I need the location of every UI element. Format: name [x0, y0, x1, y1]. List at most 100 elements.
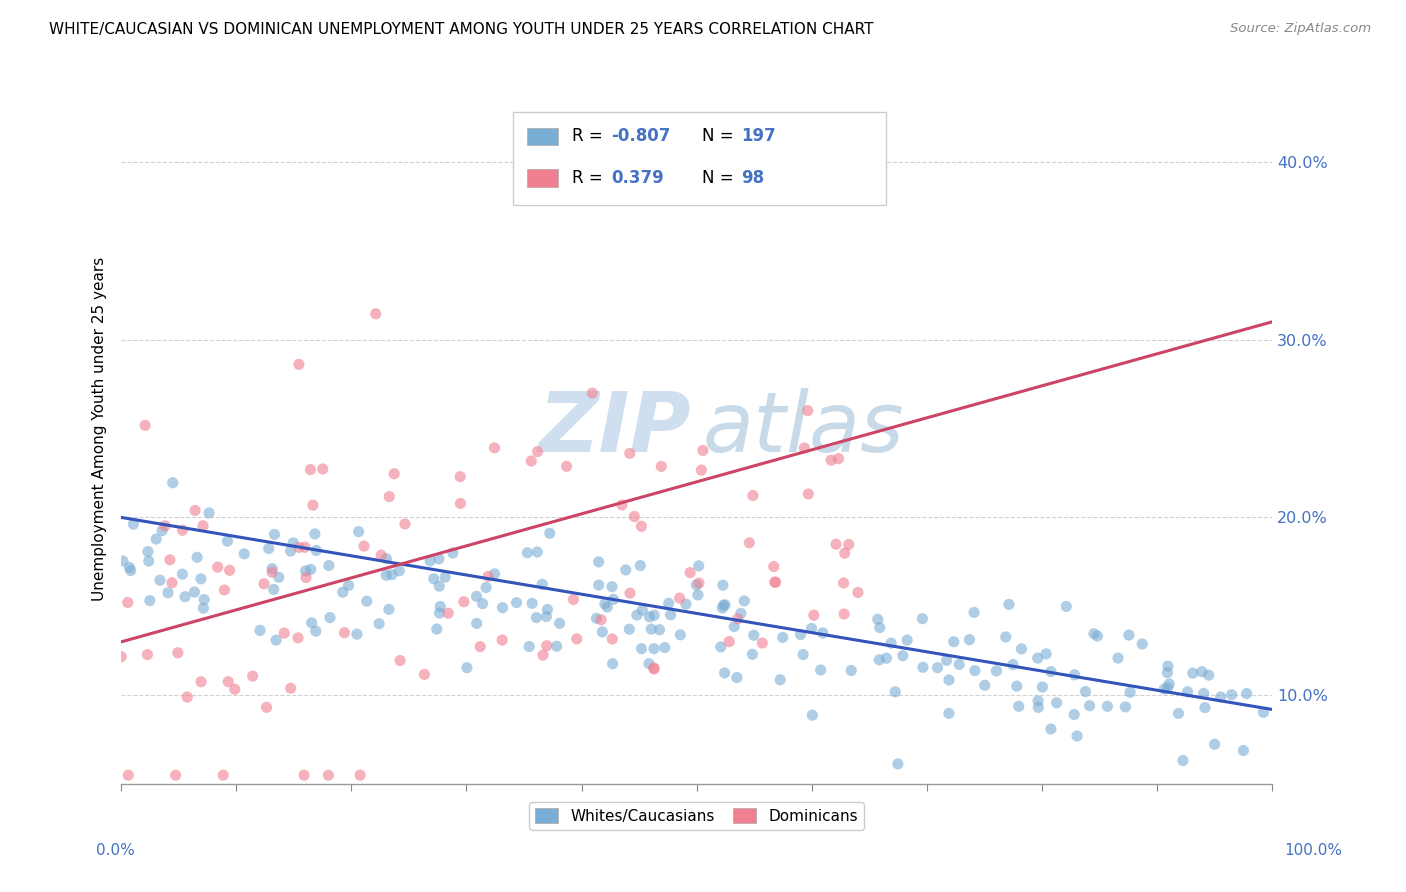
Point	[139, 593, 162, 607]
Point	[217, 674, 239, 689]
Point	[538, 526, 561, 541]
Point	[963, 664, 986, 678]
Point	[294, 564, 316, 578]
Point	[911, 612, 934, 626]
Point	[419, 554, 441, 568]
Point	[643, 662, 665, 676]
Point	[426, 622, 449, 636]
Point	[117, 595, 139, 609]
Point	[630, 519, 652, 533]
Point	[727, 612, 749, 626]
Point	[1001, 657, 1024, 672]
Point	[160, 575, 183, 590]
Point	[318, 558, 340, 573]
Point	[536, 639, 558, 653]
Point	[846, 585, 869, 599]
Point	[619, 622, 641, 636]
Point	[725, 671, 748, 685]
Point	[304, 527, 326, 541]
Point	[927, 660, 949, 674]
Point	[942, 634, 965, 648]
Point	[294, 540, 316, 554]
Point	[218, 563, 240, 577]
Point	[714, 598, 737, 612]
Point	[1191, 665, 1213, 679]
Point	[588, 555, 610, 569]
Point	[959, 632, 981, 647]
Point	[675, 597, 697, 611]
Point	[262, 561, 284, 575]
Point	[136, 648, 159, 662]
Point	[688, 576, 710, 591]
Text: 0.0%: 0.0%	[96, 843, 135, 857]
Point	[1159, 677, 1181, 691]
Point	[505, 596, 527, 610]
Point	[1209, 690, 1232, 704]
Text: 0.379: 0.379	[612, 169, 665, 187]
Point	[413, 667, 436, 681]
Point	[1054, 599, 1077, 614]
Point	[260, 565, 283, 579]
Point	[381, 567, 404, 582]
Point	[288, 357, 311, 371]
Point	[1220, 688, 1243, 702]
Point	[555, 459, 578, 474]
Point	[382, 467, 405, 481]
Point	[1026, 700, 1049, 714]
Point	[638, 610, 661, 624]
Point	[1253, 706, 1275, 720]
Point	[548, 616, 571, 631]
Point	[772, 631, 794, 645]
Point	[742, 628, 765, 642]
Point	[718, 634, 741, 648]
Point	[263, 582, 285, 597]
Point	[198, 506, 221, 520]
Point	[614, 563, 637, 577]
Legend: Whites/Caucasians, Dominicans: Whites/Caucasians, Dominicans	[529, 802, 865, 830]
Point	[526, 610, 548, 624]
Point	[441, 546, 464, 560]
Point	[1198, 668, 1220, 682]
Point	[484, 566, 506, 581]
Point	[1171, 754, 1194, 768]
Point	[233, 547, 256, 561]
Point	[1063, 707, 1085, 722]
Point	[449, 496, 471, 510]
Point	[110, 649, 132, 664]
Point	[145, 532, 167, 546]
Point	[998, 598, 1021, 612]
Point	[273, 626, 295, 640]
Point	[356, 594, 378, 608]
Point	[738, 536, 761, 550]
Point	[526, 444, 548, 458]
Text: R =: R =	[572, 169, 609, 187]
Point	[546, 639, 568, 653]
Text: R =: R =	[572, 128, 609, 145]
Point	[591, 613, 613, 627]
Point	[305, 624, 328, 639]
Point	[122, 517, 145, 532]
Point	[434, 570, 457, 584]
Point	[1005, 679, 1028, 693]
Point	[319, 610, 342, 624]
Text: N =: N =	[702, 128, 738, 145]
Point	[602, 657, 624, 671]
Point	[1232, 743, 1254, 757]
Point	[423, 572, 446, 586]
Point	[711, 578, 734, 592]
Point	[710, 640, 733, 654]
Point	[267, 570, 290, 584]
Point	[1156, 665, 1178, 680]
Text: 100.0%: 100.0%	[1285, 843, 1343, 857]
Point	[650, 459, 672, 474]
Point	[183, 585, 205, 599]
Point	[1039, 722, 1062, 736]
Point	[994, 630, 1017, 644]
Point	[658, 596, 681, 610]
Point	[520, 454, 543, 468]
Point	[810, 663, 832, 677]
Point	[484, 441, 506, 455]
Point	[162, 475, 184, 490]
Point	[880, 636, 903, 650]
Point	[174, 590, 197, 604]
